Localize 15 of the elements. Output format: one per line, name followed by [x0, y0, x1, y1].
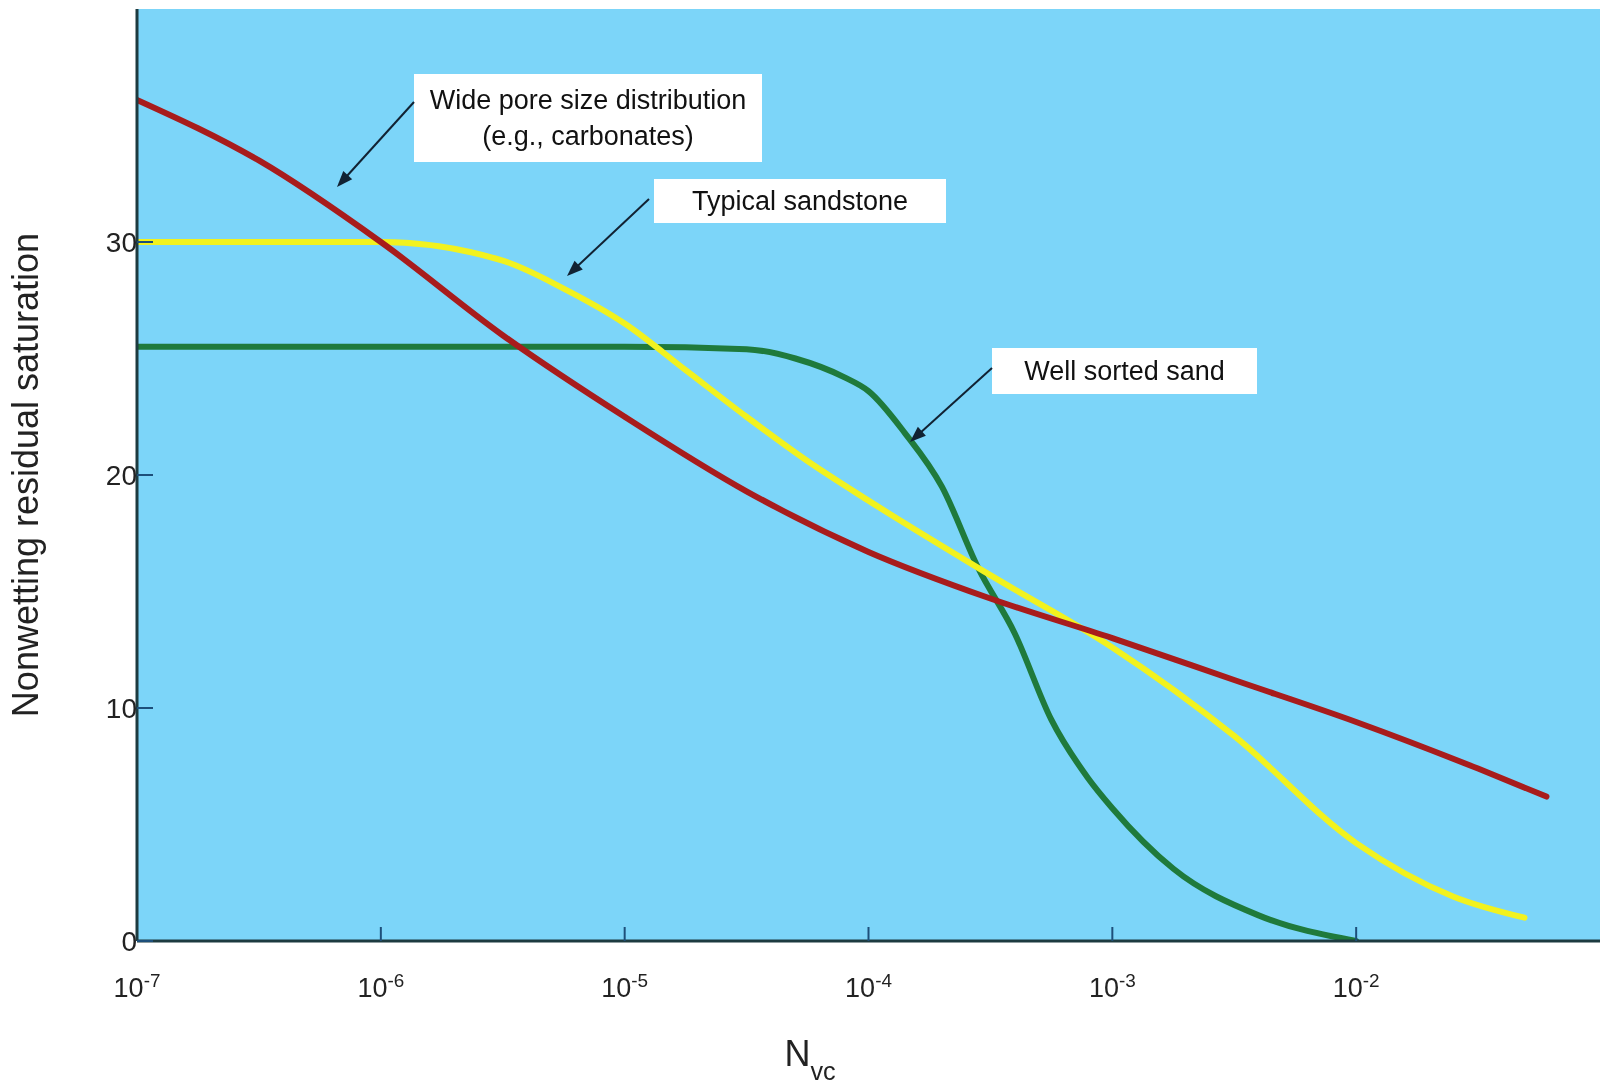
- x-tick-label: 10$^{-5}$: [601, 969, 649, 1003]
- annotation: Well sorted sand: [1024, 355, 1225, 388]
- y-axis-title: Nonwetting residual saturation: [5, 232, 46, 718]
- x-tick-label: 10$^{-2}$: [1332, 969, 1380, 1003]
- y-tick-label: 30: [105, 227, 137, 258]
- x-tick-label: 10$^{-4}$: [845, 969, 892, 1003]
- y-tick-label: 0: [121, 926, 137, 957]
- x-axis-title: N$_{vc}$: [784, 1033, 836, 1081]
- y-tick-label: 10: [105, 693, 137, 724]
- x-tick-label: 10$^{-7}$: [113, 969, 161, 1003]
- x-tick-label: 10$^{-3}$: [1088, 969, 1136, 1003]
- y-tick-label: 20: [105, 460, 137, 491]
- annotation: Typical sandstone: [691, 185, 909, 218]
- annotation: Wide pore size distribution (e.g., carbonates): [429, 84, 747, 153]
- x-tick-label: 10$^{-6}$: [357, 969, 405, 1003]
